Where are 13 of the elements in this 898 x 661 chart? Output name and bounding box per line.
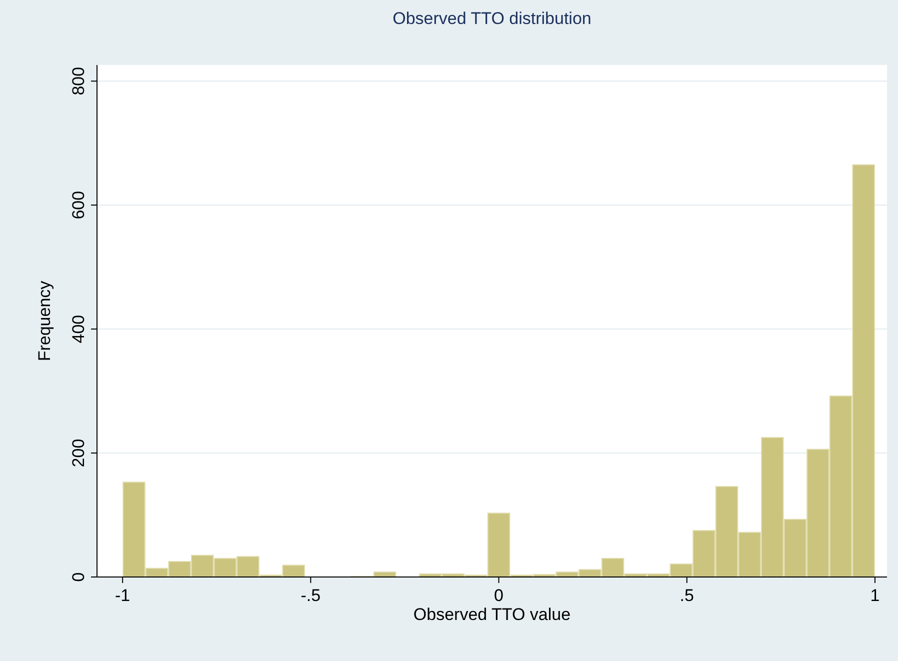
x-axis-title: Observed TTO value [413, 605, 571, 624]
y-tick-label: 0 [69, 572, 88, 582]
chart-title: Observed TTO distribution [392, 9, 592, 28]
y-tick-label: 400 [69, 314, 88, 344]
x-tick-label: 0 [494, 586, 504, 605]
x-tick-label: 1 [870, 586, 880, 605]
y-tick-label: 200 [69, 438, 88, 468]
x-tick-label: -.5 [300, 586, 321, 605]
y-tick-label: 800 [69, 66, 88, 96]
x-tick-label: .5 [680, 586, 694, 605]
y-tick-label: 600 [69, 190, 88, 220]
y-axis-title: Frequency [35, 280, 54, 362]
x-tick-label: -1 [115, 586, 130, 605]
